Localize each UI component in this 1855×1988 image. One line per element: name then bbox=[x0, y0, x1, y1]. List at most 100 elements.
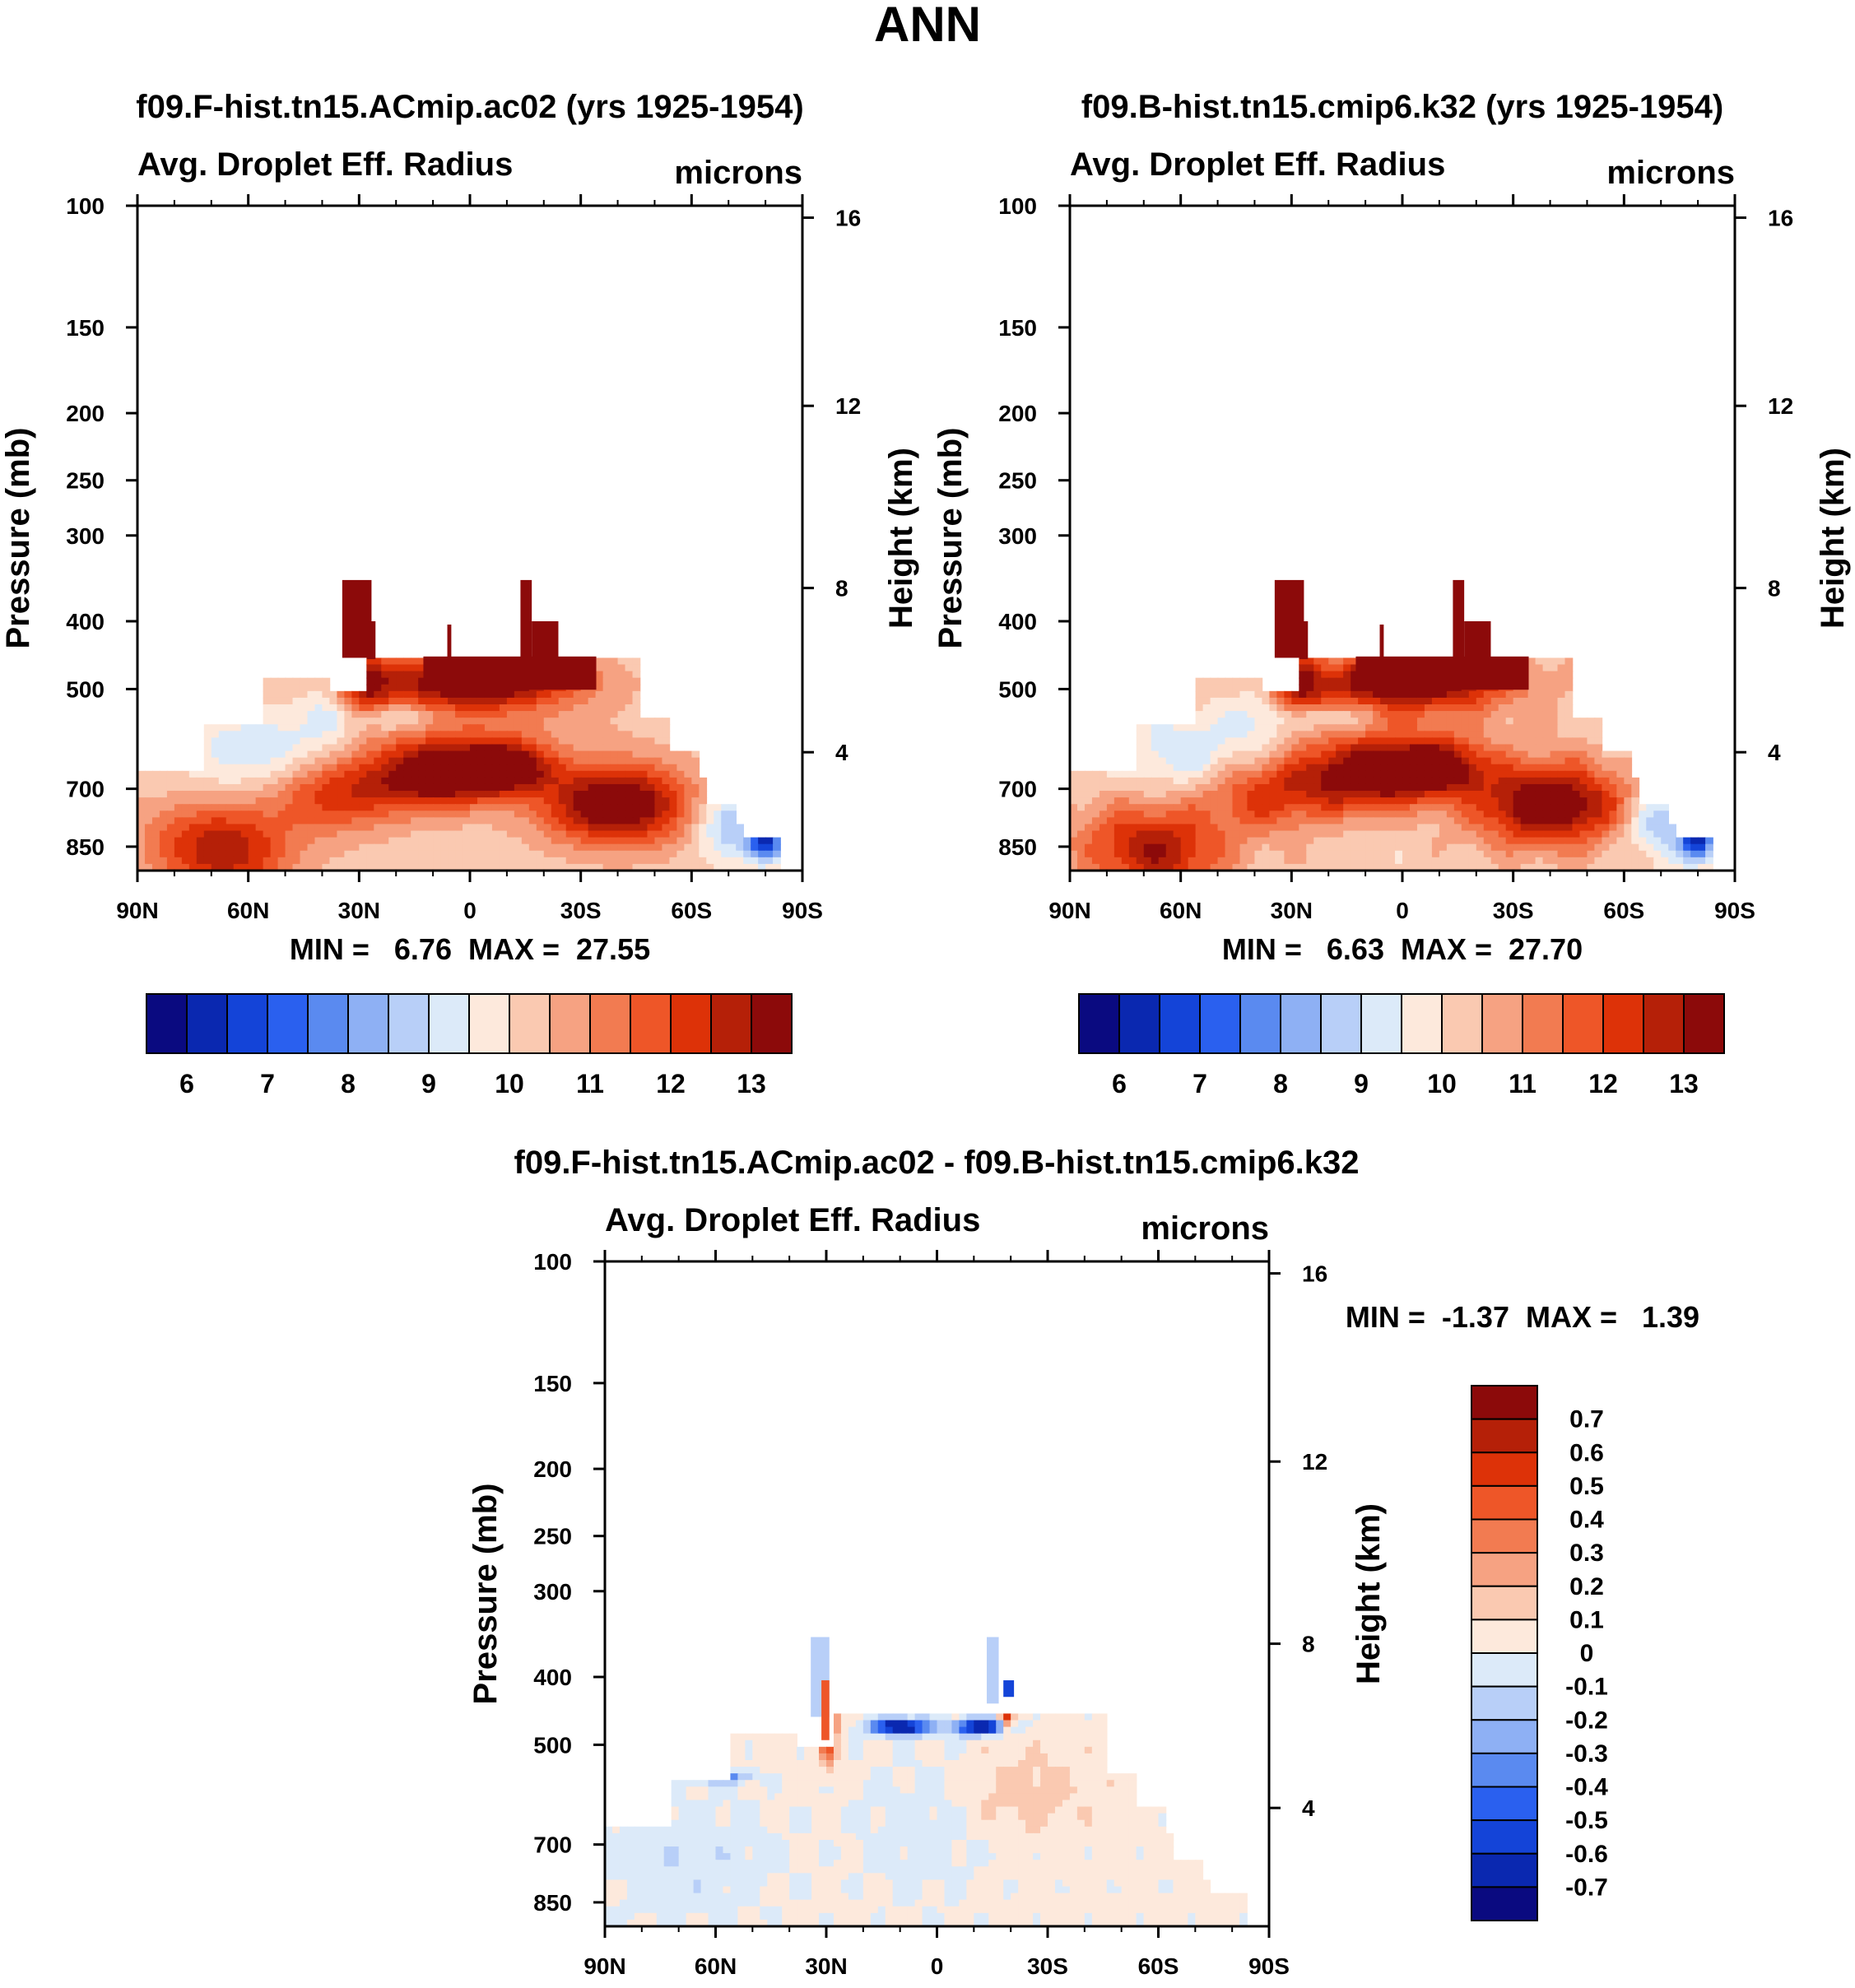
field-cell bbox=[1173, 783, 1182, 792]
field-cell bbox=[721, 824, 730, 832]
field-cell bbox=[595, 811, 604, 819]
field-cell bbox=[870, 1733, 879, 1741]
field-cell bbox=[565, 791, 574, 798]
field-cell bbox=[1505, 724, 1514, 732]
field-cell bbox=[573, 690, 582, 699]
field-cell bbox=[1520, 837, 1529, 845]
field-cell bbox=[1572, 724, 1581, 732]
field-cell bbox=[1550, 718, 1559, 726]
field-cell bbox=[491, 783, 500, 792]
field-cell bbox=[1579, 737, 1588, 746]
field-cell bbox=[1572, 764, 1581, 772]
field-cell bbox=[1572, 850, 1581, 858]
field-cell bbox=[381, 817, 390, 825]
field-cell bbox=[565, 757, 574, 765]
field-cell bbox=[1351, 671, 1359, 679]
field-cell bbox=[477, 804, 486, 812]
field-cell bbox=[1269, 690, 1278, 699]
colorbar-label: 12 bbox=[1588, 1069, 1618, 1099]
field-cell bbox=[565, 744, 574, 752]
field-cell bbox=[1483, 797, 1492, 805]
field-cell bbox=[1557, 804, 1566, 812]
field-cell bbox=[366, 863, 375, 871]
field-cell bbox=[617, 664, 626, 672]
field-cell bbox=[1594, 824, 1603, 832]
field-cell bbox=[1188, 791, 1197, 798]
field-cell bbox=[491, 711, 500, 718]
field-cell bbox=[1631, 843, 1640, 852]
field-cell bbox=[1343, 718, 1351, 726]
field-cell bbox=[388, 804, 398, 812]
field-cell bbox=[337, 791, 346, 798]
field-cell bbox=[966, 1720, 975, 1728]
field-cell bbox=[277, 837, 286, 845]
field-cell bbox=[1099, 837, 1108, 845]
field-cell bbox=[411, 850, 419, 858]
field-cell bbox=[300, 684, 309, 692]
field-cell bbox=[767, 1733, 776, 1741]
field-cell bbox=[1520, 770, 1529, 778]
field-cell bbox=[1609, 824, 1618, 832]
field-cell bbox=[344, 850, 353, 858]
field-cell bbox=[1306, 737, 1315, 746]
field-cell bbox=[484, 804, 493, 812]
field-cell bbox=[188, 863, 198, 871]
field-cell bbox=[536, 817, 545, 825]
field-cell bbox=[188, 797, 198, 805]
field-cell bbox=[1520, 744, 1529, 752]
field-cell bbox=[1557, 750, 1566, 759]
field-cell bbox=[1535, 764, 1544, 772]
field-cell bbox=[528, 830, 537, 838]
field-cell bbox=[1336, 830, 1344, 838]
field-cell bbox=[1476, 837, 1485, 845]
field-cell bbox=[285, 811, 294, 819]
field-cell bbox=[1151, 783, 1160, 792]
colorbar-swatch bbox=[226, 993, 268, 1054]
field-cell bbox=[684, 757, 693, 765]
field-cell bbox=[625, 764, 634, 772]
field-cell bbox=[448, 777, 456, 785]
field-cell bbox=[1180, 804, 1189, 812]
field-cell bbox=[366, 824, 375, 832]
field-cell bbox=[263, 718, 272, 726]
field-cell bbox=[1483, 811, 1492, 819]
field-cell bbox=[1453, 757, 1462, 765]
field-cell bbox=[951, 1726, 960, 1735]
field-cell bbox=[1431, 770, 1440, 778]
field-cell bbox=[1202, 777, 1211, 785]
field-cell bbox=[1579, 783, 1588, 792]
field-cell bbox=[455, 843, 463, 852]
field-cell bbox=[307, 737, 316, 746]
field-cell bbox=[499, 757, 508, 765]
field-cell bbox=[602, 804, 611, 812]
field-cell bbox=[1557, 744, 1566, 752]
field-cell bbox=[1416, 837, 1425, 845]
field-cell bbox=[1424, 690, 1433, 699]
field-cell bbox=[1380, 837, 1388, 845]
field-cell bbox=[1602, 863, 1611, 871]
field-cell bbox=[248, 757, 257, 765]
y-right-tick-label: 12 bbox=[1768, 393, 1793, 419]
field-cell bbox=[959, 1746, 968, 1754]
field-cell bbox=[1225, 697, 1234, 705]
field-cell bbox=[1070, 804, 1078, 812]
field-cell bbox=[588, 770, 597, 778]
field-cell bbox=[1247, 843, 1256, 852]
field-cell bbox=[1624, 757, 1633, 765]
field-cell bbox=[1232, 797, 1241, 805]
field-cell bbox=[907, 1726, 916, 1735]
field-cell bbox=[595, 684, 604, 692]
field-cell bbox=[669, 797, 678, 805]
field-cell bbox=[1299, 657, 1308, 666]
field-cell bbox=[263, 711, 272, 718]
field-cell bbox=[1054, 1773, 1063, 1781]
field-cell bbox=[892, 1773, 901, 1781]
field-cell bbox=[1705, 863, 1713, 871]
field-cell bbox=[1202, 684, 1211, 692]
field-cell bbox=[632, 731, 641, 739]
field-cell bbox=[1011, 1773, 1019, 1781]
field-cell bbox=[1424, 783, 1433, 792]
field-cell bbox=[714, 843, 723, 852]
field-cell bbox=[314, 737, 323, 746]
field-cell bbox=[1232, 731, 1241, 739]
